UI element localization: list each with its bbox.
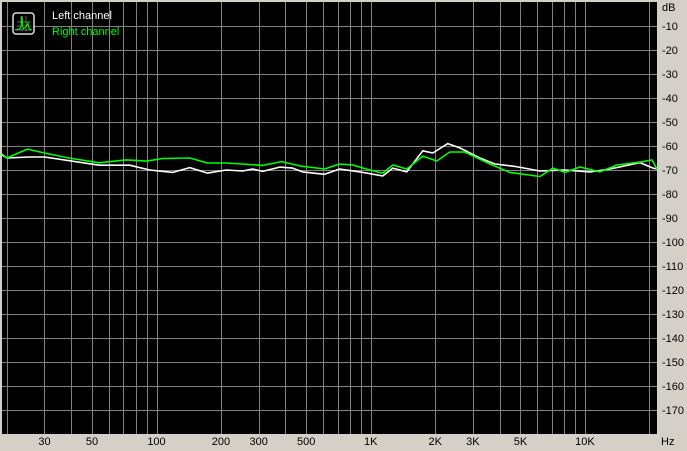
y-tick-label: -30 — [662, 69, 678, 81]
legend-left-channel: Left channel — [52, 10, 112, 22]
x-tick-labels: 30 50 100 200 300 500 1K 2K 3K 5K 10K — [38, 436, 595, 448]
y-tick-label: -70 — [662, 165, 678, 177]
x-tick-label: 1K — [364, 436, 378, 448]
y-tick-label: -110 — [662, 261, 683, 273]
y-tick-label: -160 — [662, 381, 684, 393]
y-tick-label: -80 — [662, 189, 678, 201]
x-tick-label: 10K — [575, 436, 595, 448]
y-tick-label: -100 — [662, 237, 684, 249]
x-tick-label: 300 — [250, 436, 268, 448]
y-tick-label: -170 — [662, 405, 684, 417]
y-tick-label: -60 — [662, 141, 678, 153]
legend-chart-icon — [12, 12, 35, 35]
x-tick-label: 200 — [212, 436, 230, 448]
x-tick-label: 500 — [297, 436, 315, 448]
y-tick-label: -20 — [662, 45, 678, 57]
x-tick-label: 5K — [514, 436, 528, 448]
x-tick-label: 50 — [86, 436, 98, 448]
y-tick-label: -130 — [662, 309, 684, 321]
y-tick-label: -10 — [662, 21, 678, 33]
y-tick-label: -140 — [662, 333, 684, 345]
x-unit-label: Hz — [661, 436, 674, 448]
y-tick-label: -90 — [662, 213, 678, 225]
x-tick-label: 2K — [428, 436, 442, 448]
y-tick-label: -120 — [662, 285, 684, 297]
y-tick-label: -150 — [662, 357, 684, 369]
y-tick-labels: -10 -20 -30 -40 -50 -60 -70 -80 -90 -100 -110 -120 -… — [662, 21, 684, 417]
series-left-channel — [1, 142, 658, 177]
series-group — [1, 142, 658, 178]
x-tick-label: 100 — [147, 436, 165, 448]
y-unit-label: dB — [662, 2, 675, 14]
y-tick-label: -50 — [662, 117, 678, 129]
series-right-channel — [1, 148, 658, 178]
legend: Left channel Right channel — [12, 10, 119, 38]
legend-right-channel: Right channel — [52, 26, 119, 38]
y-tick-label: -40 — [662, 93, 678, 105]
x-tick-label: 30 — [38, 436, 50, 448]
x-tick-label: 3K — [466, 436, 480, 448]
